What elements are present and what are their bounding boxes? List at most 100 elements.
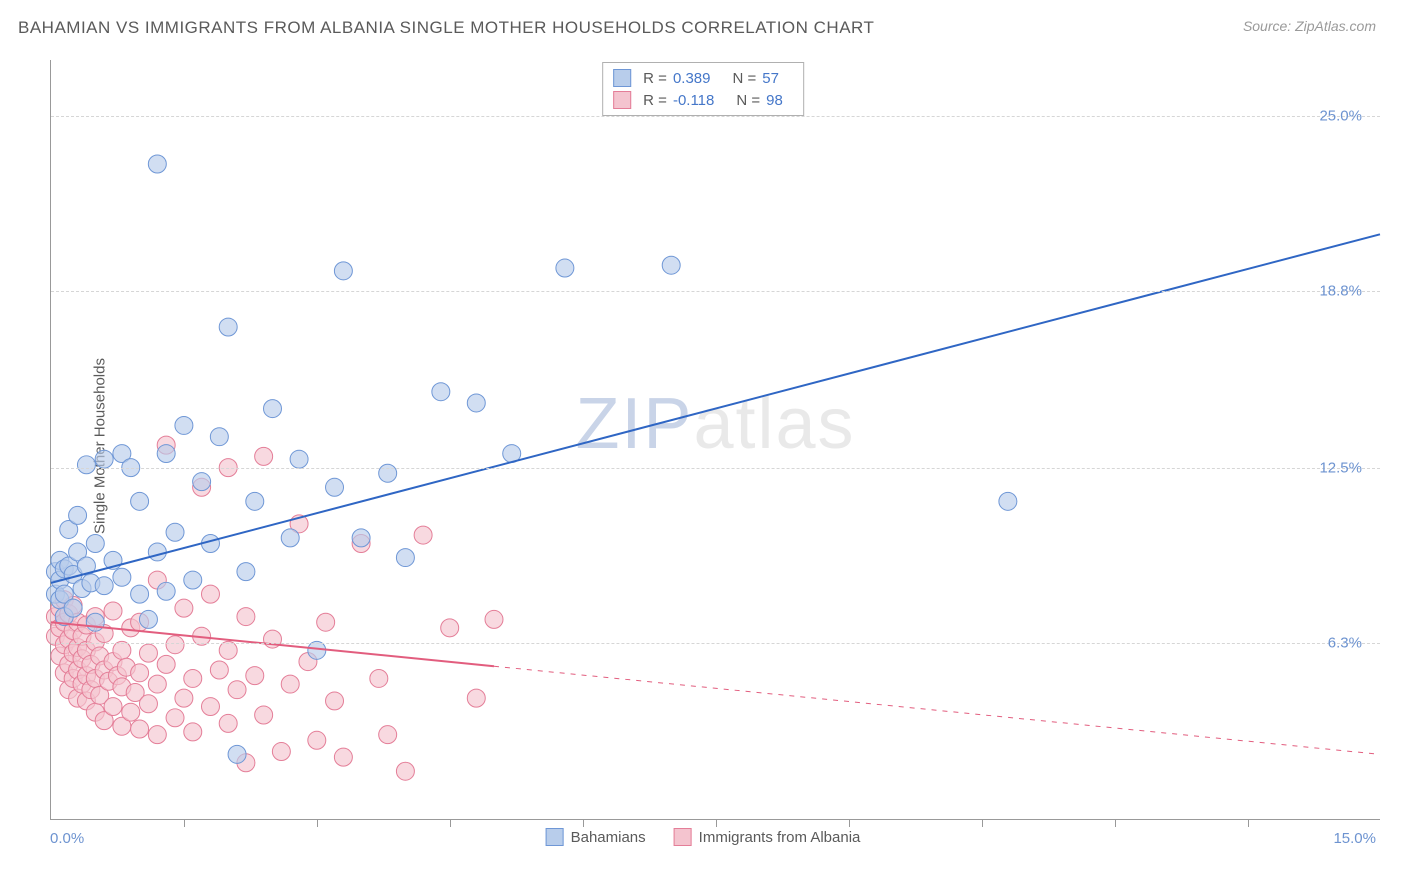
- data-point-albania: [228, 681, 246, 699]
- data-point-albania: [175, 689, 193, 707]
- data-point-bahamians: [157, 582, 175, 600]
- data-point-bahamians: [264, 400, 282, 418]
- n-value: 98: [766, 92, 783, 109]
- data-point-bahamians: [556, 259, 574, 277]
- n-label: N =: [732, 70, 756, 87]
- legend-item: Immigrants from Albania: [674, 828, 861, 846]
- data-point-albania: [184, 723, 202, 741]
- data-point-bahamians: [86, 535, 104, 553]
- data-point-albania: [485, 610, 503, 628]
- data-point-bahamians: [999, 492, 1017, 510]
- data-point-bahamians: [86, 613, 104, 631]
- gridline: [51, 468, 1380, 469]
- data-point-albania: [201, 585, 219, 603]
- data-point-albania: [246, 667, 264, 685]
- data-point-bahamians: [334, 262, 352, 280]
- data-point-albania: [272, 743, 290, 761]
- trendline-dashed-albania: [494, 666, 1380, 754]
- legend-swatch: [613, 69, 631, 87]
- data-point-albania: [104, 602, 122, 620]
- data-point-bahamians: [113, 568, 131, 586]
- data-point-albania: [139, 644, 157, 662]
- data-point-albania: [184, 669, 202, 687]
- source-attribution: Source: ZipAtlas.com: [1243, 18, 1376, 34]
- data-point-bahamians: [246, 492, 264, 510]
- data-point-bahamians: [396, 549, 414, 567]
- data-point-albania: [122, 703, 140, 721]
- y-tick-label: 25.0%: [1319, 108, 1362, 125]
- data-point-bahamians: [662, 256, 680, 274]
- data-point-bahamians: [210, 428, 228, 446]
- x-tick: [317, 820, 318, 827]
- x-tick: [450, 820, 451, 827]
- data-point-albania: [148, 675, 166, 693]
- trendline-bahamians: [51, 234, 1380, 583]
- data-point-bahamians: [352, 529, 370, 547]
- legend-label: Immigrants from Albania: [699, 829, 861, 846]
- data-point-bahamians: [281, 529, 299, 547]
- data-point-bahamians: [432, 383, 450, 401]
- plot-area: ZIPatlas 6.3%12.5%18.8%25.0%: [50, 60, 1380, 820]
- data-point-bahamians: [379, 464, 397, 482]
- n-value: 57: [762, 70, 779, 87]
- data-point-albania: [166, 709, 184, 727]
- chart-svg: [51, 60, 1380, 819]
- legend-swatch: [674, 828, 692, 846]
- legend-stat-row-bahamians: R = 0.389 N = 57: [613, 67, 793, 89]
- data-point-albania: [148, 726, 166, 744]
- data-point-bahamians: [77, 456, 95, 474]
- data-point-albania: [467, 689, 485, 707]
- data-point-albania: [113, 641, 131, 659]
- data-point-bahamians: [95, 450, 113, 468]
- legend-swatch: [546, 828, 564, 846]
- data-point-bahamians: [308, 641, 326, 659]
- r-label: R =: [643, 92, 667, 109]
- data-point-bahamians: [228, 745, 246, 763]
- data-point-albania: [379, 726, 397, 744]
- x-tick: [1115, 820, 1116, 827]
- legend-item: Bahamians: [546, 828, 646, 846]
- r-value: -0.118: [673, 92, 714, 109]
- data-point-albania: [219, 714, 237, 732]
- data-point-bahamians: [166, 523, 184, 541]
- data-point-albania: [157, 655, 175, 673]
- data-point-bahamians: [237, 563, 255, 581]
- legend-stat-row-albania: R = -0.118 N = 98: [613, 89, 793, 111]
- data-point-albania: [219, 641, 237, 659]
- data-point-bahamians: [193, 473, 211, 491]
- correlation-legend: R = 0.389 N = 57 R = -0.118 N = 98: [602, 62, 804, 116]
- data-point-albania: [139, 695, 157, 713]
- data-point-albania: [255, 706, 273, 724]
- x-tick: [849, 820, 850, 827]
- data-point-albania: [255, 447, 273, 465]
- series-legend: Bahamians Immigrants from Albania: [546, 828, 861, 846]
- data-point-bahamians: [148, 155, 166, 173]
- n-label: N =: [736, 92, 760, 109]
- data-point-albania: [308, 731, 326, 749]
- x-tick: [716, 820, 717, 827]
- data-point-bahamians: [184, 571, 202, 589]
- gridline: [51, 643, 1380, 644]
- data-point-bahamians: [95, 577, 113, 595]
- r-value: 0.389: [673, 70, 711, 87]
- x-tick: [583, 820, 584, 827]
- data-point-albania: [210, 661, 228, 679]
- x-tick: [184, 820, 185, 827]
- r-label: R =: [643, 70, 667, 87]
- data-point-albania: [441, 619, 459, 637]
- data-point-bahamians: [148, 543, 166, 561]
- y-tick-label: 12.5%: [1319, 460, 1362, 477]
- x-axis-min-label: 0.0%: [50, 830, 84, 847]
- data-point-albania: [131, 664, 149, 682]
- data-point-albania: [317, 613, 335, 631]
- legend-label: Bahamians: [571, 829, 646, 846]
- x-tick: [1248, 820, 1249, 827]
- data-point-albania: [237, 608, 255, 626]
- data-point-albania: [201, 698, 219, 716]
- gridline: [51, 116, 1380, 117]
- data-point-albania: [370, 669, 388, 687]
- chart-title: BAHAMIAN VS IMMIGRANTS FROM ALBANIA SING…: [18, 18, 874, 38]
- data-point-bahamians: [467, 394, 485, 412]
- data-point-albania: [414, 526, 432, 544]
- data-point-bahamians: [69, 506, 87, 524]
